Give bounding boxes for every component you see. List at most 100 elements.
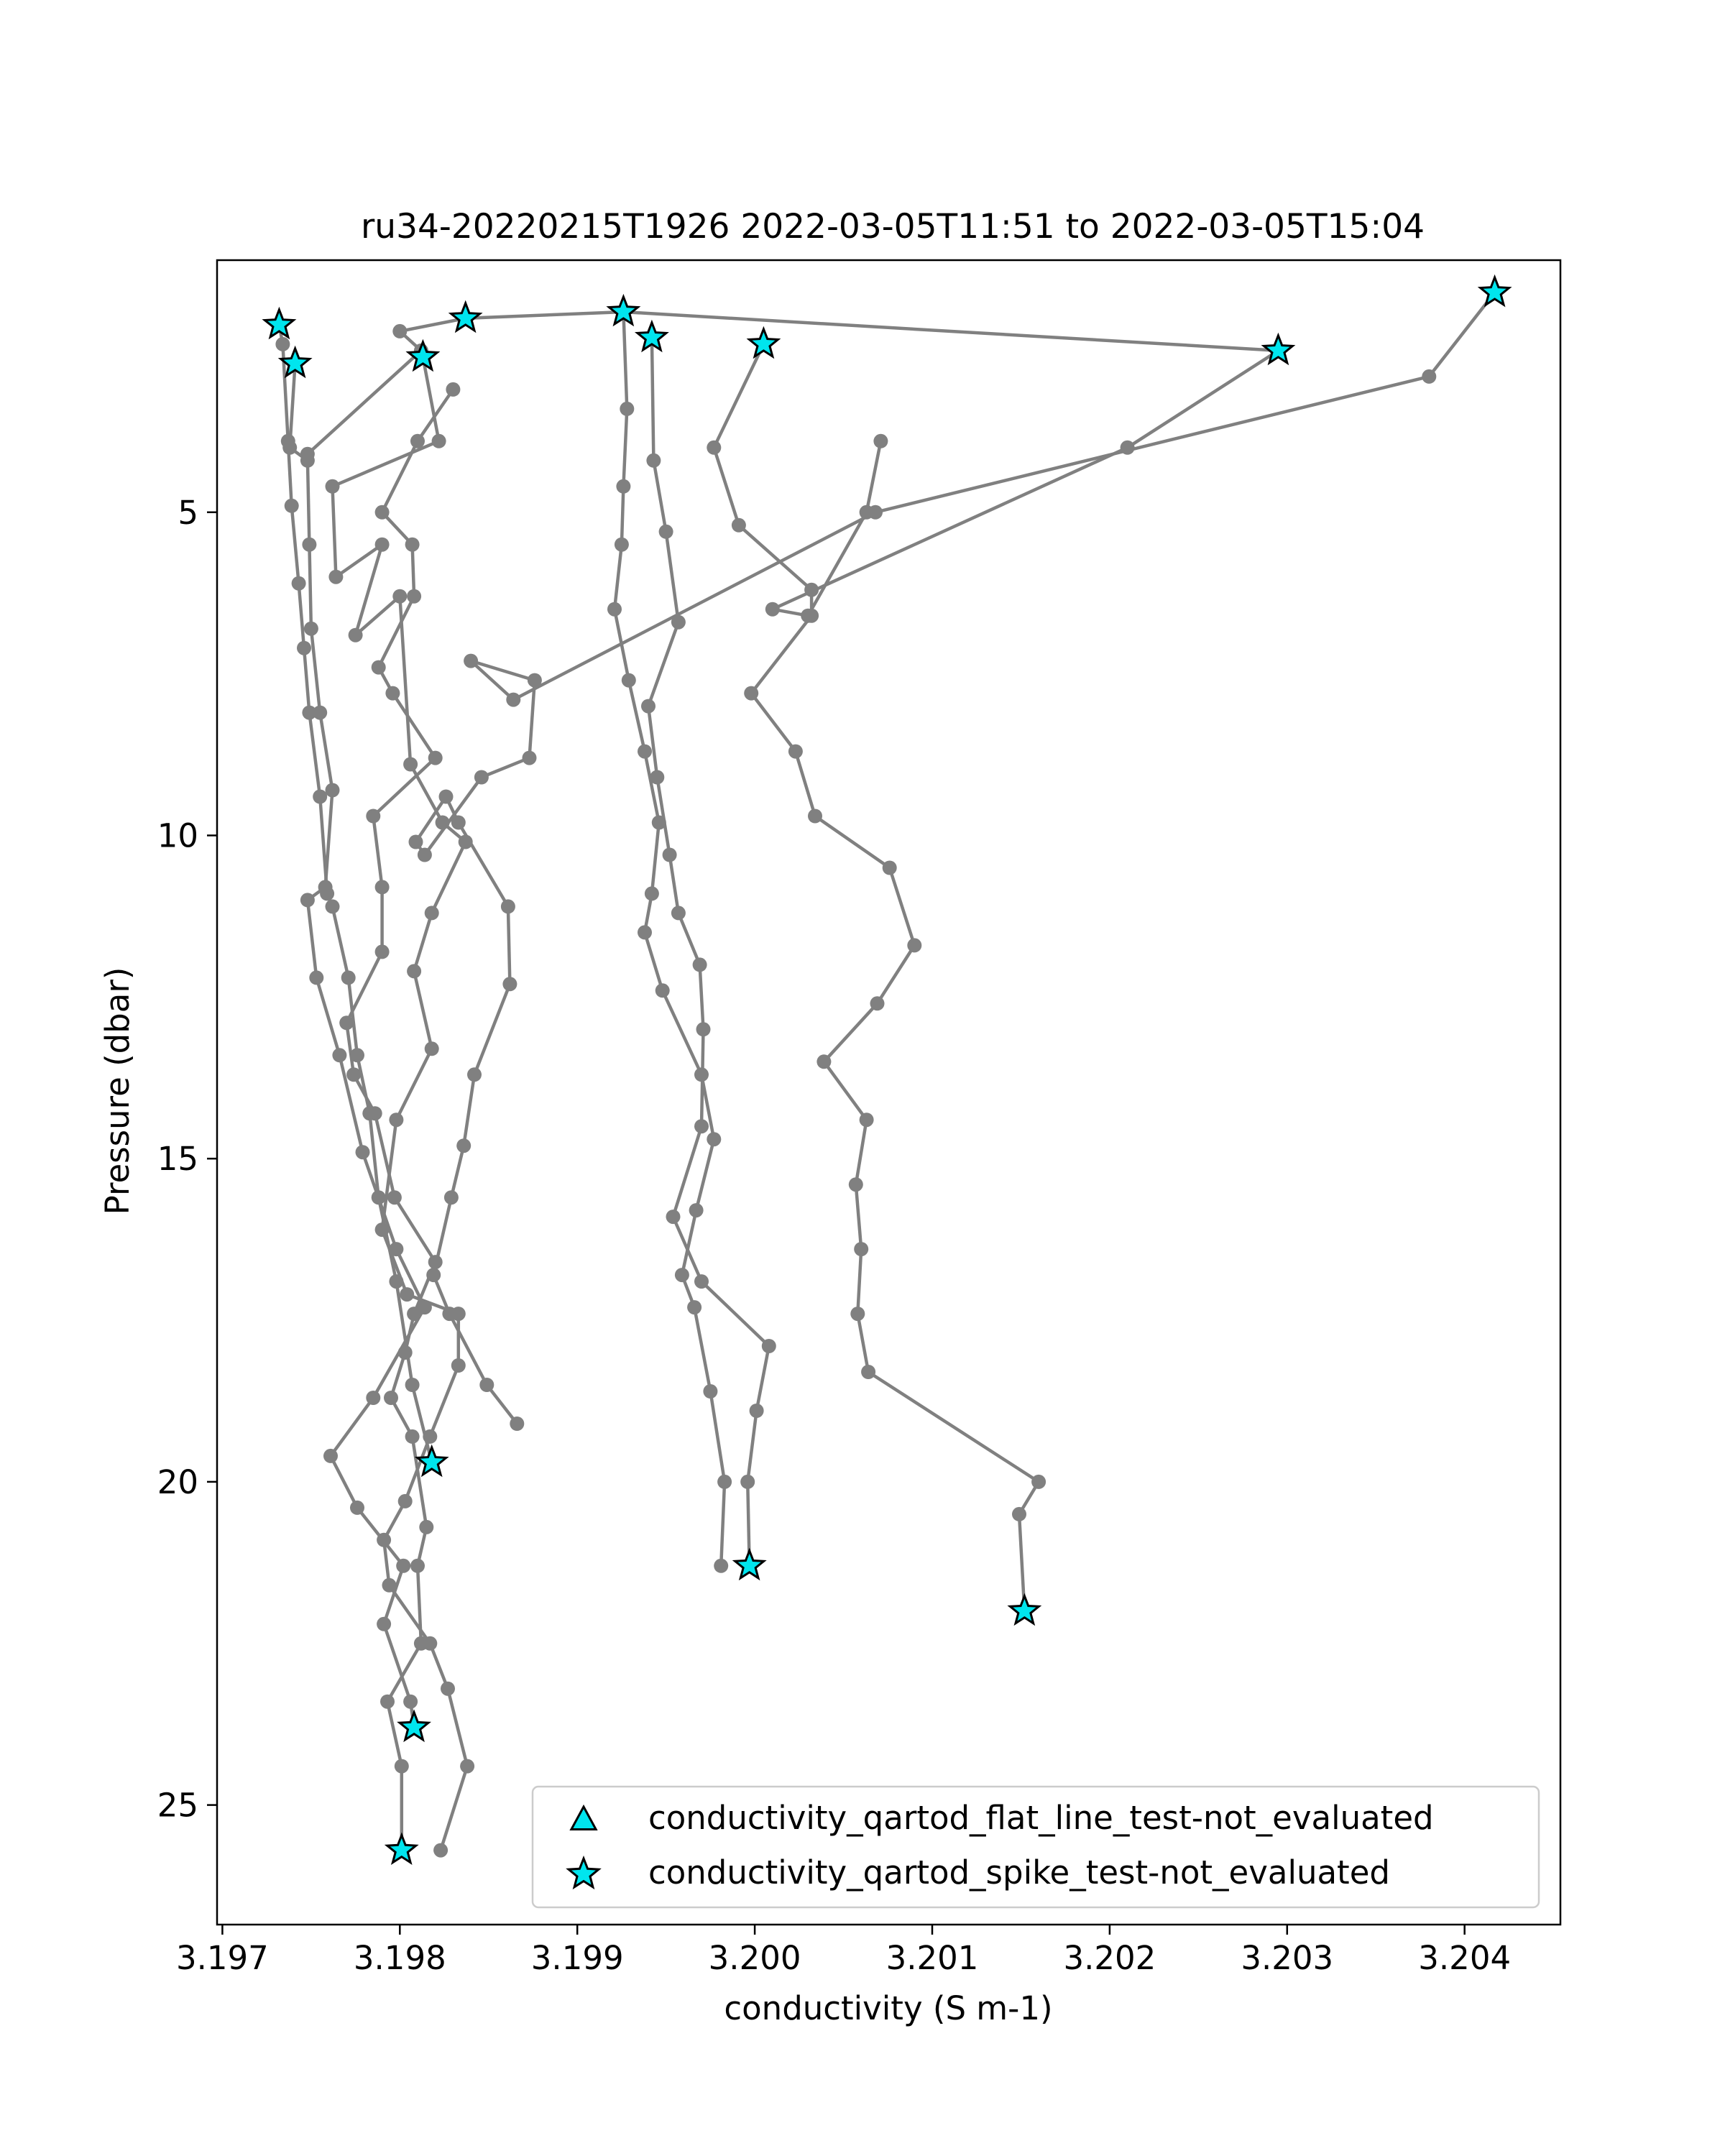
flag-marker-layer <box>262 274 1512 1865</box>
data-point <box>441 1681 455 1696</box>
y-axis: 5 10 15 20 25 <box>157 494 217 1825</box>
data-point <box>446 382 461 397</box>
data-point <box>428 750 443 765</box>
data-point <box>854 1242 869 1257</box>
data-point <box>389 1242 404 1257</box>
spike-test-flag-star <box>746 326 781 359</box>
data-point <box>374 505 390 520</box>
data-point <box>346 1067 362 1082</box>
data-point <box>371 660 386 675</box>
spike-test-flag-star <box>732 1547 767 1581</box>
data-point <box>323 1448 338 1463</box>
legend-markers <box>566 1804 602 1890</box>
data-point <box>350 1048 364 1063</box>
x-tick-label: 3.200 <box>709 1939 801 1977</box>
legend-label-flat-line: conductivity_qartod_flat_line_test-not_e… <box>648 1799 1434 1837</box>
data-point <box>882 860 897 875</box>
data-point <box>451 1358 466 1373</box>
profile-series-6 <box>607 305 732 1573</box>
data-point <box>417 847 432 862</box>
data-point <box>424 906 439 921</box>
data-point <box>397 1345 413 1360</box>
data-point <box>907 938 922 953</box>
data-point <box>309 970 324 985</box>
data-point <box>397 1493 413 1508</box>
data-point <box>707 440 722 455</box>
data-point <box>405 1429 420 1444</box>
data-point <box>644 886 659 901</box>
data-point <box>424 1041 439 1056</box>
data-point <box>658 524 673 539</box>
data-point <box>671 614 686 630</box>
data-point <box>674 1268 689 1283</box>
data-point <box>443 1190 459 1205</box>
series-layer <box>272 285 1502 1858</box>
data-point <box>500 899 515 914</box>
data-point <box>385 686 400 701</box>
data-point <box>873 433 888 448</box>
data-point <box>348 627 363 642</box>
data-point <box>403 1694 418 1709</box>
data-point <box>816 1054 832 1069</box>
y-tick-label: 10 <box>157 816 198 854</box>
data-point <box>380 1694 395 1709</box>
data-point <box>714 1558 729 1573</box>
spike-test-flag-star <box>405 338 441 372</box>
data-point <box>1012 1506 1026 1521</box>
legend: conductivity_qartod_flat_line_test-not_e… <box>531 1785 1540 1909</box>
data-point <box>384 1391 398 1405</box>
data-point <box>788 744 803 759</box>
profile-series-1 <box>282 356 432 1735</box>
legend-frame <box>531 1785 1540 1909</box>
data-point <box>325 479 340 494</box>
data-point <box>638 925 652 940</box>
data-point <box>394 1759 409 1774</box>
profile-series-5 <box>408 285 1502 1431</box>
data-point <box>671 906 686 921</box>
data-point <box>460 1759 475 1774</box>
data-point <box>325 899 340 914</box>
data-point <box>765 602 780 617</box>
plot-area <box>216 259 1562 1926</box>
data-point <box>366 808 381 824</box>
data-point <box>808 808 822 824</box>
data-point <box>859 1112 874 1128</box>
legend-label-spike: conductivity_qartod_spike_test-not_evalu… <box>648 1853 1390 1892</box>
data-point <box>407 964 422 979</box>
spike-test-flag-star <box>397 1709 431 1743</box>
data-point <box>692 957 707 972</box>
data-point <box>740 1474 755 1489</box>
data-point <box>848 1177 863 1192</box>
data-point <box>861 1365 876 1379</box>
data-point <box>607 602 622 617</box>
data-point <box>400 1287 415 1302</box>
data-point <box>506 692 521 707</box>
data-point <box>389 1112 404 1128</box>
data-point <box>284 498 299 513</box>
data-point <box>662 847 677 862</box>
x-tick-label: 3.201 <box>886 1939 979 1977</box>
data-point <box>303 621 318 636</box>
data-point <box>410 1558 425 1573</box>
data-point <box>442 1307 457 1322</box>
data-point <box>374 880 390 895</box>
data-point <box>382 1577 397 1593</box>
data-point <box>392 589 408 604</box>
data-point <box>355 1145 370 1160</box>
data-point <box>689 1203 704 1218</box>
x-tick-label: 3.202 <box>1063 1939 1156 1977</box>
y-axis-label: Pressure (dbar) <box>98 967 137 1215</box>
data-point <box>302 537 317 552</box>
chart-title: ru34-20220215T1926 2022-03-05T11:51 to 2… <box>361 207 1425 247</box>
data-point <box>367 1106 382 1121</box>
data-point <box>407 589 422 604</box>
spike-test-flag-star <box>1007 1593 1042 1626</box>
data-point <box>302 705 317 720</box>
data-point <box>870 996 885 1011</box>
data-point <box>377 1532 392 1547</box>
y-tick-label: 15 <box>157 1140 198 1178</box>
data-point <box>687 1300 702 1315</box>
data-point <box>655 983 670 998</box>
data-point <box>464 653 479 668</box>
data-point <box>282 440 298 455</box>
